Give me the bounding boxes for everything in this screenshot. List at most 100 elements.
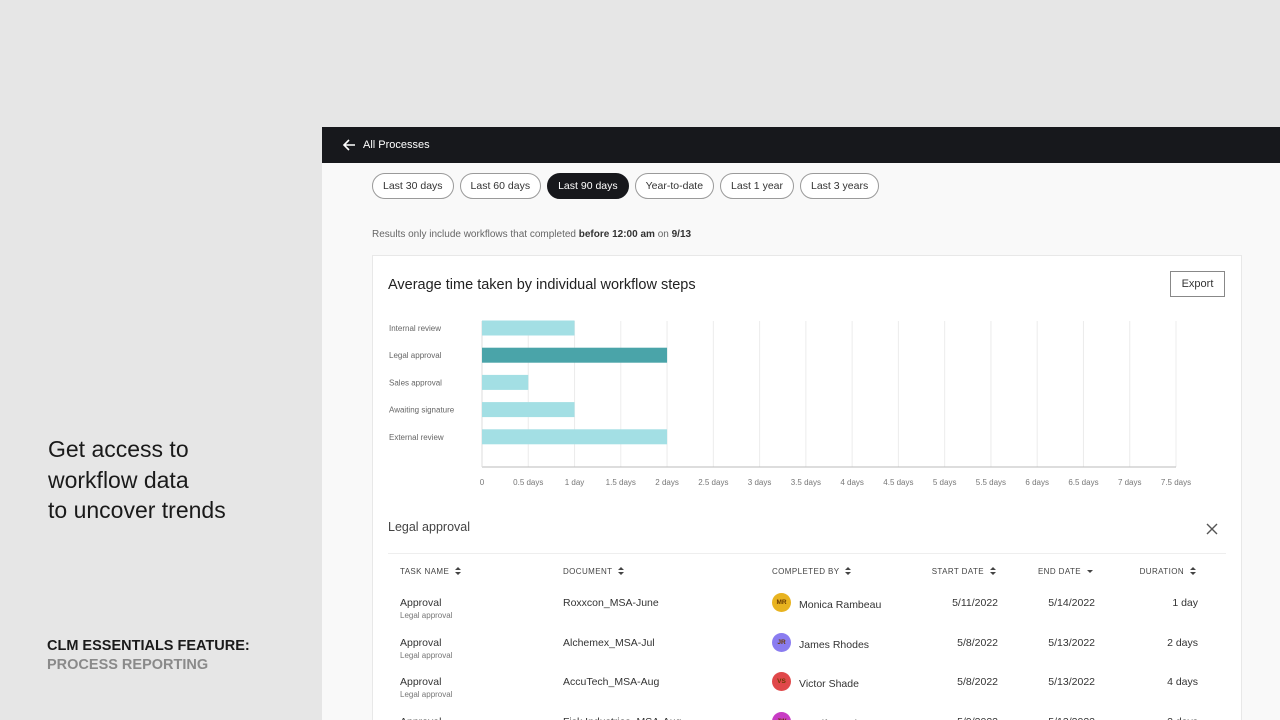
x-tick-label: 0.5 days bbox=[513, 478, 543, 487]
y-tick-label: Awaiting signature bbox=[389, 406, 455, 415]
x-tick-label: 1.5 days bbox=[606, 478, 636, 487]
x-tick-label: 7 days bbox=[1118, 478, 1142, 487]
headline-line: Get access to bbox=[48, 436, 189, 462]
bar[interactable] bbox=[482, 429, 668, 445]
duration: 2 days bbox=[1167, 636, 1198, 649]
column-header[interactable]: END DATE bbox=[1038, 566, 1095, 576]
feature-label: CLM ESSENTIALS FEATURE: PROCESS REPORTIN… bbox=[47, 637, 250, 675]
sort-icon[interactable] bbox=[1188, 566, 1198, 576]
top-bar: All Processes bbox=[322, 127, 1280, 163]
start-date: 5/11/2022 bbox=[952, 597, 998, 609]
date-filters: Last 30 days Last 60 days Last 90 days Year… bbox=[372, 173, 880, 199]
duration: 2 days bbox=[1167, 716, 1198, 720]
avatar: MR bbox=[772, 593, 791, 612]
x-tick-label: 7.5 days bbox=[1161, 478, 1191, 487]
date-filter[interactable]: Last 3 years bbox=[800, 173, 880, 199]
end-date: 5/13/2022 bbox=[1048, 716, 1095, 720]
detail-table: TASK NAME DOCUMENT COMPLETED BY START DATE E… bbox=[373, 256, 1241, 720]
divider bbox=[388, 553, 1226, 554]
note-text: Results only include workflows that comp… bbox=[372, 229, 579, 240]
x-tick-label: 4 days bbox=[840, 478, 864, 487]
end-date: 5/14/2022 bbox=[1048, 597, 1095, 609]
task-step: Legal approval bbox=[400, 611, 453, 620]
note-text: on bbox=[654, 229, 672, 240]
chart-title: Average time taken by individual workflo… bbox=[388, 277, 696, 293]
end-date: 5/13/2022 bbox=[1048, 636, 1095, 649]
column-header[interactable]: COMPLETED BY bbox=[772, 566, 853, 576]
start-date: 5/8/2022 bbox=[957, 676, 998, 688]
bar[interactable] bbox=[482, 347, 668, 363]
x-tick-label: 4.5 days bbox=[883, 478, 913, 487]
back-arrow[interactable] bbox=[342, 138, 356, 152]
avatar: JR bbox=[772, 632, 791, 652]
note-time: before 12:00 am bbox=[578, 229, 655, 240]
end-date: 5/13/2022 bbox=[1048, 676, 1095, 688]
back-link[interactable]: All Processes bbox=[363, 139, 430, 151]
date-filter[interactable]: Last 1 year bbox=[720, 173, 794, 199]
completed-by: Jennifer Walters bbox=[799, 718, 874, 720]
sort-icon[interactable] bbox=[616, 566, 626, 576]
sort-icon[interactable] bbox=[453, 566, 463, 576]
document-name[interactable]: Fisk Industries_MSA-Aug bbox=[563, 716, 681, 720]
document-name[interactable]: Roxxcon_MSA-June bbox=[563, 597, 659, 609]
x-tick-label: 3 days bbox=[748, 478, 772, 487]
headline-line: to uncover trends bbox=[48, 497, 226, 523]
x-tick-label: 1 day bbox=[565, 478, 585, 487]
completed-by: James Rhodes bbox=[799, 638, 870, 651]
headline: Get access to workflow data to uncover t… bbox=[48, 434, 226, 526]
x-tick-label: 6 days bbox=[1025, 478, 1049, 487]
x-tick-label: 2 days bbox=[655, 478, 679, 487]
sort-icon[interactable] bbox=[843, 566, 853, 576]
start-date: 5/9/2022 bbox=[957, 716, 998, 720]
document-name[interactable]: Alchemex_MSA-Jul bbox=[563, 636, 655, 649]
bar[interactable] bbox=[482, 402, 575, 418]
date-filter[interactable]: Last 30 days bbox=[372, 173, 454, 199]
avatar: JW bbox=[772, 711, 791, 720]
x-tick-label: 2.5 days bbox=[698, 478, 728, 487]
duration: 4 days bbox=[1167, 676, 1198, 688]
column-header[interactable]: TASK NAME bbox=[400, 566, 463, 576]
task-name: Approval bbox=[400, 676, 442, 688]
app-window: All Processes Last 30 days Last 60 days La… bbox=[322, 127, 1280, 720]
note-date: 9/13 bbox=[671, 229, 692, 240]
bar[interactable] bbox=[482, 320, 575, 336]
task-name: Approval bbox=[400, 636, 442, 649]
x-tick-label: 5 days bbox=[933, 478, 957, 487]
column-header[interactable]: DURATION bbox=[1140, 566, 1198, 576]
column-header[interactable]: START DATE bbox=[932, 566, 998, 576]
x-tick-label: 6.5 days bbox=[1068, 478, 1098, 487]
detail-title: Legal approval bbox=[388, 520, 471, 534]
date-filter[interactable]: Last 90 days bbox=[547, 173, 629, 199]
task-name: Approval bbox=[400, 597, 442, 609]
x-tick-label: 5.5 days bbox=[976, 478, 1006, 487]
x-tick-label: 0 bbox=[480, 478, 485, 487]
task-name: Approval bbox=[400, 716, 441, 720]
feature: CLM ESSENTIALS FEATURE: bbox=[47, 638, 250, 654]
duration: 1 day bbox=[1172, 597, 1198, 609]
sort-icon[interactable] bbox=[1085, 566, 1095, 576]
y-tick-label: Internal review bbox=[389, 324, 441, 333]
y-tick-label: Sales approval bbox=[389, 378, 442, 387]
column-header[interactable]: DOCUMENT bbox=[563, 566, 626, 576]
x-tick-label: 3.5 days bbox=[791, 478, 821, 487]
completed-by: Monica Rambeau bbox=[799, 599, 882, 611]
start-date: 5/8/2022 bbox=[957, 636, 998, 649]
results-note: Results only include workflows that comp… bbox=[372, 229, 691, 240]
task-step: Legal approval bbox=[400, 650, 453, 660]
avatar: VS bbox=[772, 672, 791, 691]
export-button[interactable]: Export bbox=[1170, 271, 1225, 297]
bar-chart: 0 0.5 days 1 day 1.5 days 2 days 2.5 days 3 da… bbox=[389, 320, 1191, 487]
completed-by: Victor Shade bbox=[799, 678, 859, 690]
bar[interactable] bbox=[482, 374, 529, 390]
date-filter[interactable]: Year-to-date bbox=[634, 173, 715, 199]
task-step: Legal approval bbox=[400, 690, 453, 699]
headline-line: workflow data bbox=[48, 466, 189, 493]
chart-card: Average time taken by individual workflo… bbox=[372, 255, 1242, 720]
document-name[interactable]: AccuTech_MSA-Aug bbox=[563, 676, 660, 688]
feature-name: PROCESS REPORTING bbox=[47, 657, 209, 673]
y-tick-label: Legal approval bbox=[389, 351, 442, 360]
date-filter[interactable]: Last 60 days bbox=[459, 173, 542, 199]
close-button[interactable] bbox=[1206, 523, 1218, 535]
sort-icon[interactable] bbox=[988, 566, 998, 576]
